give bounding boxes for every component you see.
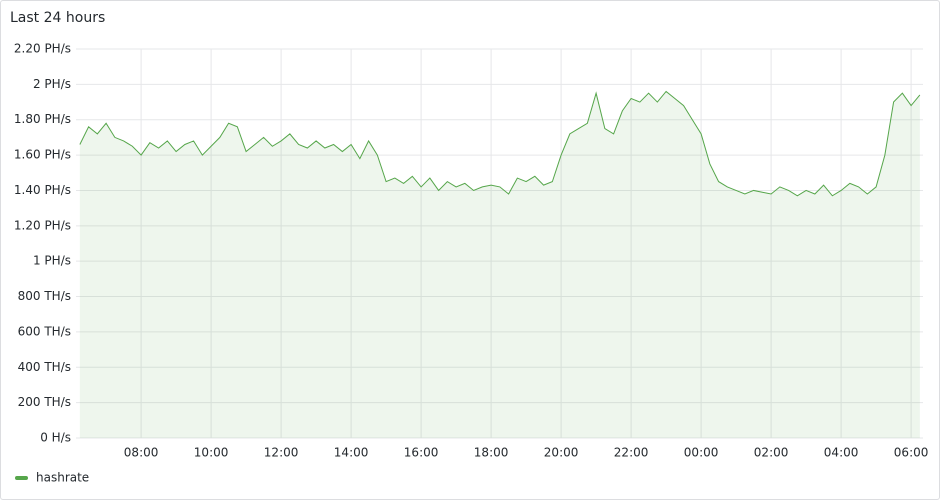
x-tick-label: 22:00: [614, 446, 649, 460]
x-tick-label: 20:00: [544, 446, 579, 460]
y-tick-label: 200 TH/s: [18, 395, 71, 409]
y-tick-label: 1 PH/s: [33, 254, 71, 268]
x-tick-label: 04:00: [824, 446, 859, 460]
panel-title: Last 24 hours: [10, 10, 105, 26]
series-line: [79, 90, 921, 197]
y-tick-label: 400 TH/s: [18, 360, 71, 374]
y-tick-label: 0 H/s: [40, 431, 71, 445]
area-fill: [79, 91, 920, 438]
y-tick-label: 800 TH/s: [18, 289, 71, 303]
x-tick-label: 18:00: [474, 446, 509, 460]
y-tick-label: 600 TH/s: [18, 324, 71, 338]
x-tick-label: 14:00: [334, 446, 369, 460]
x-tick-label: 10:00: [194, 446, 229, 460]
x-tick-label: 12:00: [264, 446, 299, 460]
x-tick-label: 06:00: [894, 446, 929, 460]
x-tick-label: 02:00: [754, 446, 789, 460]
x-tick-label: 08:00: [124, 446, 159, 460]
y-tick-label: 2.20 PH/s: [14, 42, 71, 56]
y-tick-label: 1.80 PH/s: [14, 112, 71, 126]
legend-label: hashrate: [36, 471, 89, 485]
y-tick-label: 1.40 PH/s: [14, 183, 71, 197]
x-tick-label: 16:00: [404, 446, 439, 460]
y-tick-label: 1.60 PH/s: [14, 148, 71, 162]
y-tick-label: 2 PH/s: [33, 77, 71, 91]
y-tick-label: 1.20 PH/s: [14, 218, 71, 232]
legend-swatch: [15, 476, 28, 480]
x-tick-label: 00:00: [684, 446, 719, 460]
